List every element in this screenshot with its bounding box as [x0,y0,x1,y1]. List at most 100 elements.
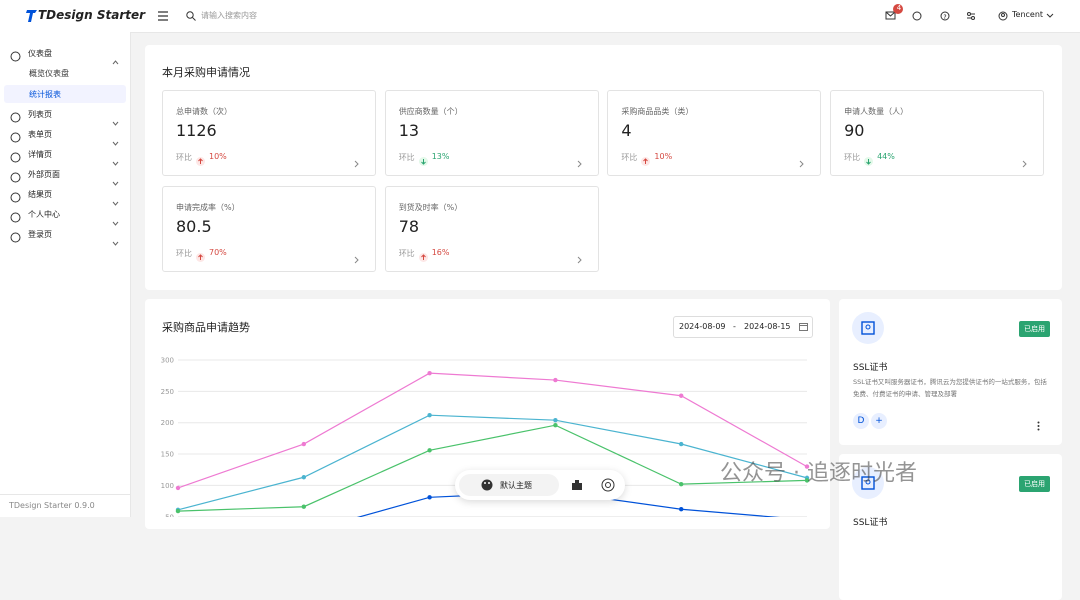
menu-toggle[interactable] [158,11,169,21]
chart-title: 采购商品申请趋势 [162,321,250,334]
stat-value: 78 [398,217,420,236]
stat-label: 供应商数量（个） [398,107,463,116]
stat-change: 10% [209,152,227,161]
stat-value: 90 [844,121,865,140]
avatar: + [871,413,887,429]
trend-icon [196,247,205,266]
stat-card: 采购商品品类（类） 4 环比 10% [607,90,822,176]
avatar: D [853,413,869,429]
stat-value: 1126 [176,121,217,140]
menu-caret [112,231,119,250]
menu-label: 登录页 [28,230,52,239]
search-input[interactable]: 请输入搜索内容 [201,11,257,20]
data-point [553,417,558,423]
logo-icon [26,10,37,22]
data-point [427,448,432,453]
trend-icon [418,247,428,266]
menu-icon [10,108,21,127]
settings-icon[interactable] [966,11,976,21]
version: TDesign Starter 0.9.0 [9,501,95,510]
menu-icon [10,148,21,167]
menu-caret [112,151,119,170]
trend-icon [864,151,874,170]
product-desc: SSL证书又叫服务器证书，腾讯云为您提供证书的一站式服务，包括免费、付费证书的申… [853,378,1047,398]
data-point [427,412,432,418]
trend-icon [196,151,205,170]
menu-caret [112,171,119,190]
menu-label: 表单页 [28,130,52,139]
stat-label: 申请完成率（%） [176,203,240,212]
menu-item[interactable]: 仪表盘 [0,44,126,65]
data-point [301,475,306,480]
menu-label: 列表页 [28,110,52,119]
stat-change: 16% [431,248,450,257]
submenu-item[interactable]: 概览仪表盘 [4,64,126,82]
setting-button[interactable] [601,478,615,492]
help-icon[interactable]: ? [940,11,950,21]
trend-icon [418,151,428,170]
user-name[interactable]: Tencent [1012,10,1044,19]
stat-label: 申请人数量（人） [844,107,909,116]
theme-button[interactable]: 默认主题 [459,474,559,496]
chevron [1022,153,1027,172]
stat-label: 总申请数（次） [176,107,232,116]
menu-item[interactable]: 登录页 [0,225,126,246]
chevron [577,249,582,268]
data-point [804,478,810,483]
menu-item[interactable]: 结果页 [0,185,126,206]
data-point [427,370,432,376]
layout-button[interactable] [571,479,583,491]
menu-caret [112,211,119,230]
data-point [553,377,558,383]
submenu-item[interactable]: 统计报表 [4,84,126,103]
date-end: 2024-08-15 [744,322,791,331]
stat-value: 4 [621,121,632,140]
stat-card: 申请完成率（%） 80.5 环比 70% [162,186,376,272]
menu-caret [112,191,119,210]
menu-item[interactable]: 外部页面 [0,165,126,186]
github-icon[interactable] [912,11,922,21]
menu-icon [10,228,21,247]
data-point [679,393,684,398]
product-icon [852,312,884,348]
menu-label: 外部页面 [28,170,60,179]
submenu-label: 概览仪表盘 [29,69,69,78]
status-tag: 已启用 [1019,321,1050,337]
submenu-label: 统计报表 [29,89,61,99]
stat-change: 44% [877,152,895,161]
menu-item[interactable]: 列表页 [0,105,126,126]
chevron [577,153,582,172]
product-card: 已启用 SSL证书 SSL证书又叫服务器证书，腾讯云为您提供证书的一站式服务，包括免… [839,299,1062,445]
card-title: 本月采购申请情况 [162,66,250,79]
data-point [301,504,306,509]
y-tick-label: 50 [165,513,174,517]
compare-label: 环比 [176,153,192,162]
logo: TDesign Starter [38,8,146,22]
menu-label: 结果页 [28,190,52,199]
menu-item[interactable]: 表单页 [0,125,126,146]
chevron [354,153,359,172]
y-tick-label: 150 [161,451,174,459]
stat-label: 采购商品品类（类） [621,107,694,116]
stat-change: 70% [209,248,227,257]
menu-icon [10,128,21,147]
data-point [175,508,181,514]
stat-change: 13% [431,152,450,161]
compare-label: 环比 [844,153,861,162]
menu-icon [10,47,21,66]
product-icon [852,467,884,503]
data-point [804,464,810,469]
menu-item[interactable]: 个人中心 [0,205,126,226]
data-point [301,441,306,447]
palette-icon [481,479,493,491]
search-icon [186,11,196,21]
menu-item[interactable]: 详情页 [0,145,126,166]
compare-label: 环比 [621,153,638,162]
series-line [177,424,808,512]
stat-label: 到货及时率（%） [398,203,463,212]
y-tick-label: 200 [161,419,174,427]
mail-icon[interactable] [885,4,905,24]
date-range[interactable]: 2024-08-09 - 2024-08-15 [673,316,813,338]
stat-value: 80.5 [176,217,212,236]
